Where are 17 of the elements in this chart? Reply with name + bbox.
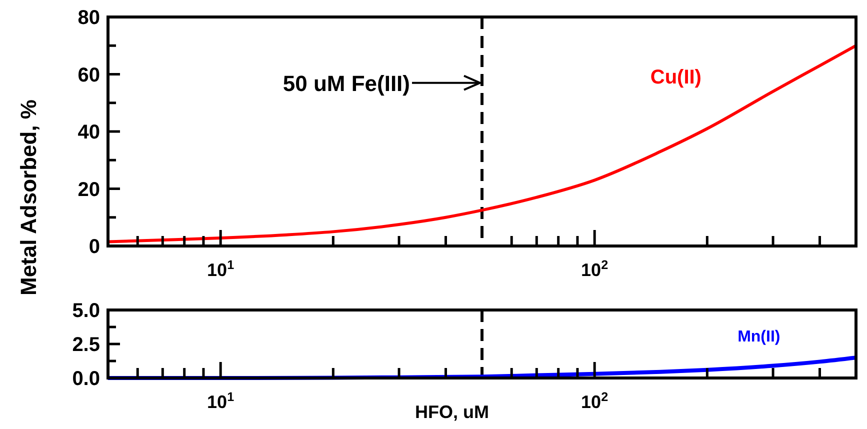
y-tick-label: 2.5 — [72, 334, 100, 356]
series-label: Cu(II) — [650, 66, 702, 89]
y-tick-label: 20 — [78, 178, 100, 201]
y-tick-label: 5.0 — [72, 300, 100, 322]
y-axis-title: Metal Adsorbed, % — [16, 100, 41, 296]
series-label: Mn(II) — [738, 328, 780, 346]
annotation: 50 uM Fe(III) — [282, 70, 410, 96]
x-tick-label: 10$^{1}$ — [207, 258, 234, 280]
x-axis-title: HFO, uM — [415, 402, 489, 422]
x-tick-label: 10$^{2}$ — [581, 258, 608, 280]
x-tick-label: 10$^{2}$ — [581, 390, 608, 412]
y-tick-label: 80 — [78, 7, 100, 29]
x-tick-label: 10$^{1}$ — [207, 390, 234, 412]
y-tick-label: 40 — [78, 122, 100, 144]
y-tick-label: 0 — [88, 236, 100, 258]
y-tick-label: 0.0 — [72, 368, 100, 390]
y-tick-label: 60 — [78, 64, 100, 86]
